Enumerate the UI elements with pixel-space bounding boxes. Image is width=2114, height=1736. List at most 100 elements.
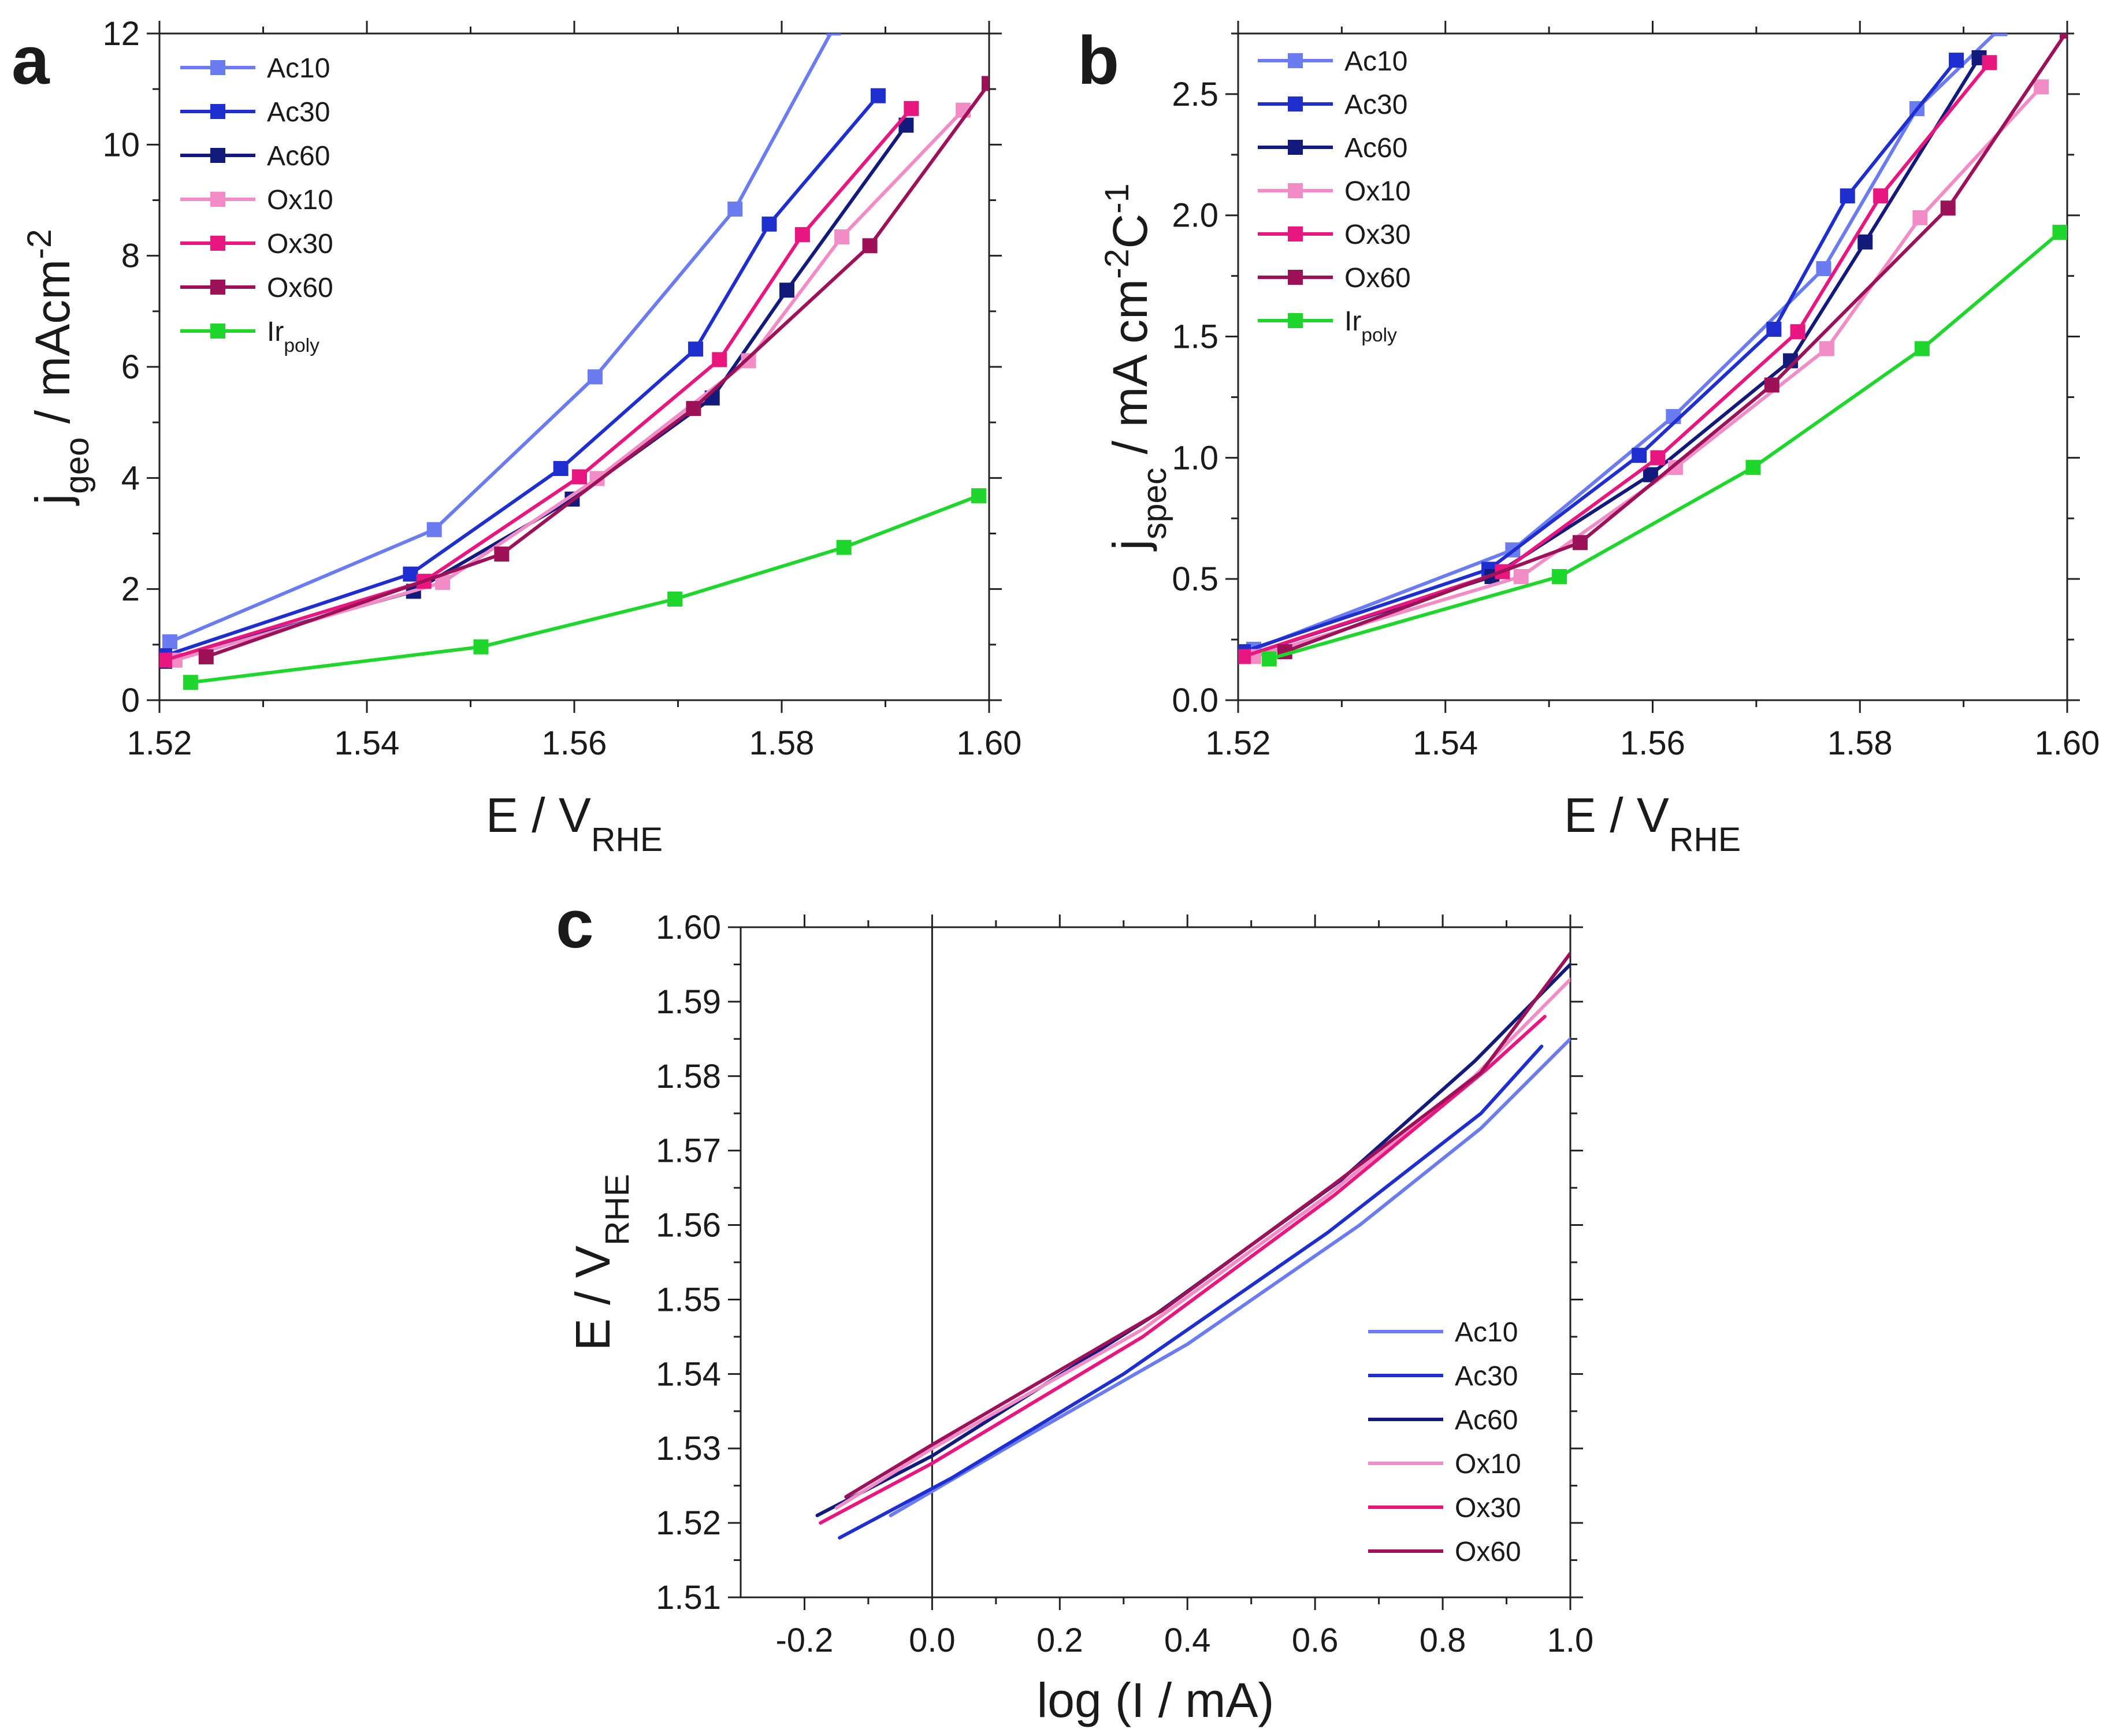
- x-tick-label: 1.56: [542, 724, 607, 762]
- series-line-Ir_poly: [1267, 231, 2062, 661]
- data-point-Ox60: [494, 547, 510, 562]
- y-tick-label: 8: [121, 237, 140, 275]
- data-point-Ac10: [727, 201, 743, 217]
- data-point-Ir_poly: [1261, 651, 1277, 667]
- chart-panel-a: 1.52 1.54 1.56 1.58 1.60 0 2 4 6 8 10 12 Ac10 Ac30 Ac6…: [12, 15, 1021, 858]
- legend-marker-Ox10: [210, 192, 225, 207]
- y-tick-label: 6: [121, 348, 140, 386]
- y-tick-label: 0.5: [1172, 560, 1218, 598]
- legend-marker-Ox30: [1288, 226, 1303, 241]
- legend-label-Ac10: Ac10: [1344, 46, 1407, 77]
- y-tick-label: 1.60: [656, 909, 721, 946]
- x-tick-label: 0.2: [1036, 1622, 1083, 1659]
- data-point-Ox10: [2034, 79, 2049, 95]
- data-point-Ac10: [162, 634, 177, 650]
- data-point-Ox30: [712, 352, 727, 367]
- data-point-Ir_poly: [2052, 225, 2067, 240]
- y-axis-title: jgeo / mAcm-2: [21, 229, 96, 506]
- x-tick-label: 1.60: [957, 724, 1022, 762]
- series-line-Ac30: [1241, 58, 1959, 654]
- data-point-Ox10: [834, 229, 850, 244]
- y-tick-label: 2.5: [1172, 76, 1218, 113]
- data-point-Ir_poly: [1914, 341, 1930, 356]
- y-tick-label: 1.5: [1172, 318, 1218, 356]
- data-point-Ac10: [1816, 261, 1831, 277]
- data-point-Ac30: [1840, 188, 1855, 204]
- data-point-Ir_poly: [473, 639, 489, 655]
- x-tick-label: -0.2: [775, 1622, 833, 1659]
- legend-label-Ac60: Ac60: [267, 141, 330, 172]
- legend-label-Ox30: Ox30: [1455, 1493, 1521, 1523]
- x-tick-label: 0.0: [909, 1622, 956, 1659]
- data-point-Ox30: [1650, 450, 1666, 466]
- y-tick-label: 0: [121, 682, 140, 719]
- data-point-Ox10: [1819, 341, 1834, 356]
- y-tick-label: 12: [102, 15, 140, 53]
- panel-letter: c: [556, 886, 594, 962]
- data-point-Ox60: [982, 76, 989, 91]
- legend-marker-Ac10: [1288, 53, 1303, 68]
- plot-frame: [158, 32, 990, 701]
- data-point-Ac30: [1766, 321, 1782, 337]
- series-line-Ac30: [162, 94, 880, 658]
- data-point-Ac30: [870, 88, 886, 103]
- legend-marker-Ac30: [1288, 96, 1303, 111]
- data-point-Ac30: [1949, 53, 1964, 68]
- legend-label-Ox30: Ox30: [1344, 220, 1411, 250]
- panel-letter: b: [1078, 23, 1119, 99]
- x-tick-label: 1.60: [2035, 724, 2100, 762]
- legend-label-Ox10: Ox10: [1455, 1449, 1521, 1479]
- data-point-Ac10: [826, 34, 841, 36]
- y-tick-label: 0.0: [1172, 682, 1218, 719]
- data-point-Ir_poly: [1745, 460, 1761, 475]
- series-line-Ox60: [844, 951, 1570, 1499]
- plot-frame: [740, 926, 1571, 1599]
- chart-panel-c: -0.2 0.0 0.2 0.4 0.6 0.8 1.0 1.51 1.52 1.53 1.54 1.…: [556, 886, 1593, 1727]
- legend-marker-Ac60: [210, 148, 225, 163]
- legend-label-Ac30: Ac30: [1455, 1361, 1518, 1392]
- data-point-Ir_poly: [971, 488, 987, 504]
- y-tick-label: 4: [121, 459, 140, 497]
- legend-label-Ox60: Ox60: [1455, 1537, 1521, 1567]
- data-point-Ox30: [904, 101, 919, 116]
- data-point-Ac30: [1632, 448, 1647, 463]
- data-point-Ox60: [1940, 200, 1956, 216]
- series-layer: [815, 951, 1570, 1540]
- chart-panel-b: 1.52 1.54 1.56 1.58 1.60 0.0 0.5 1.0 1.5 2.0 2.5 Ac…: [1078, 21, 2100, 858]
- legend-marker-Ox60: [210, 280, 225, 295]
- series-line-Ac10: [1251, 34, 1998, 651]
- legend: Ac10 Ac30 Ac60 Ox10 Ox30 Ox60 Irpoly: [1258, 46, 1411, 346]
- y-tick-label: 1.59: [656, 983, 721, 1021]
- y-tick-label: 1.0: [1172, 439, 1218, 477]
- legend-marker-Ac30: [210, 104, 225, 119]
- panel-letter: a: [12, 23, 50, 99]
- x-axis-title: log (I / mA): [1037, 1673, 1275, 1727]
- series-layer: [159, 34, 989, 690]
- data-point-Ox30: [794, 227, 810, 243]
- x-tick-label: 1.58: [749, 724, 815, 762]
- x-tick-label: 0.4: [1164, 1622, 1211, 1659]
- series-line-Ox30: [819, 1014, 1547, 1525]
- legend-label-Ox30: Ox30: [267, 229, 333, 259]
- data-point-Ox30: [159, 652, 172, 668]
- data-point-Ac30: [761, 216, 777, 232]
- data-point-Ir_poly: [183, 675, 198, 690]
- legend-label-Ir_poly: Irpoly: [267, 317, 319, 356]
- y-axis-title: jspec / mA cm-2C-1: [1098, 184, 1173, 552]
- y-tick-label: 1.57: [656, 1132, 721, 1170]
- y-tick-label: 1.52: [656, 1504, 721, 1542]
- series-line-Ox60: [1283, 34, 2067, 654]
- y-tick-label: 2: [121, 571, 140, 608]
- data-point-Ir_poly: [836, 540, 852, 555]
- x-tick-label: 0.6: [1292, 1622, 1339, 1659]
- series-layer: [1238, 34, 2067, 667]
- data-point-Ac10: [587, 369, 603, 385]
- x-tick-label: 1.52: [1206, 724, 1271, 762]
- x-tick-label: 1.52: [127, 724, 192, 762]
- legend-marker-Ac10: [210, 60, 225, 75]
- data-point-Ac60: [779, 282, 794, 298]
- data-point-Ir_poly: [1552, 568, 1567, 584]
- data-point-Ox10: [1912, 210, 1928, 225]
- data-point-Ox10: [1513, 568, 1529, 584]
- data-point-Ox30: [1238, 649, 1251, 664]
